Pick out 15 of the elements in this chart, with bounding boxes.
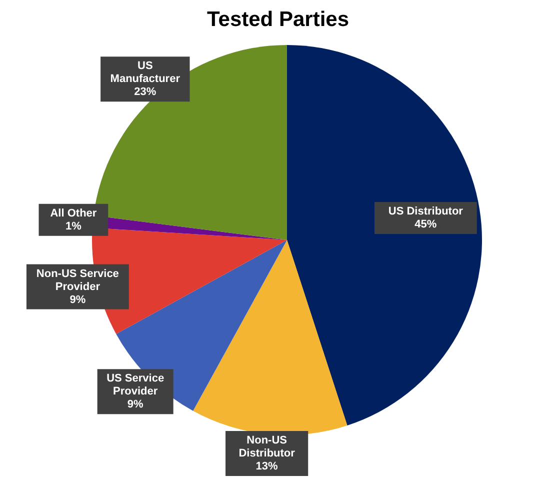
data-label: 13%	[256, 460, 278, 473]
slice-label: Non-US Service Provider	[36, 268, 119, 293]
slice-label: US Distributor	[388, 206, 464, 218]
chart-title: Tested Parties	[206, 8, 350, 31]
data-label: 9%	[70, 294, 86, 306]
pie-slice	[193, 240, 348, 435]
data-label: 1%	[66, 220, 82, 232]
data-label: 45%	[414, 218, 437, 231]
data-label: 9%	[127, 398, 144, 411]
slice-label: Non-US Distributor	[238, 434, 296, 460]
pie-slice	[287, 45, 482, 426]
slice-label: US Service Provider	[106, 372, 164, 398]
slice-label: US Manufacturer	[110, 60, 181, 86]
slice-label: All Other	[50, 207, 98, 220]
data-label: 23%	[134, 86, 156, 98]
